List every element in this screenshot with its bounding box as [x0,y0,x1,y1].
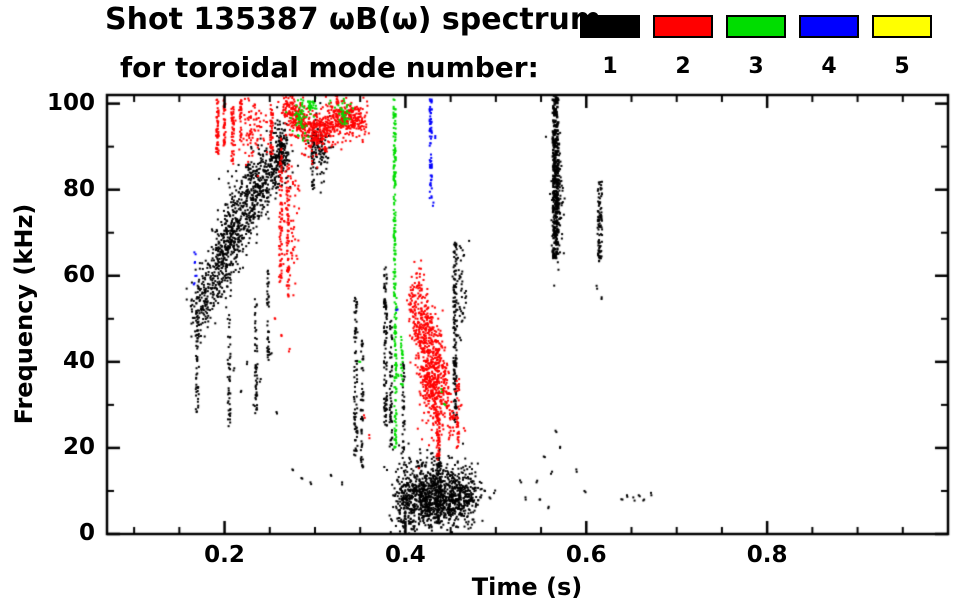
x-tick-label-0.2: 0.2 [204,542,245,568]
x-axis-label: Time (s) [471,573,583,601]
y-tick-label-100: 100 [46,89,95,116]
legend-mode-label-1: 1 [602,54,618,79]
y-tick-label-40: 40 [62,347,95,374]
legend-mode-label-3: 3 [748,54,764,79]
y-tick-label-0: 0 [78,520,95,546]
legend-swatch-4 [799,15,859,38]
legend-swatch-3 [726,15,786,38]
legend-mode-label-2: 2 [675,54,691,79]
y-tick-label-60: 60 [62,261,95,288]
legend-mode-label-5: 5 [894,54,910,79]
legend-mode-label-4: 4 [821,54,837,79]
chart-title-line2: for toroidal mode number: [120,51,539,84]
legend-swatches [580,15,932,38]
x-tick-label-0.6: 0.6 [565,542,607,568]
legend-swatch-2 [653,15,713,38]
legend-swatch-1 [580,15,640,38]
x-tick-label-0.8: 0.8 [746,542,788,568]
y-tick-label-20: 20 [62,433,95,460]
x-tick-label-0.4: 0.4 [385,542,426,568]
legend-swatch-5 [872,15,932,38]
legend-mode-numbers: 1 2 3 4 5 [580,54,932,79]
chart-title-line1: Shot 135387 ωB(ω) spectrum [105,2,602,37]
y-tick-label-80: 80 [62,175,95,202]
